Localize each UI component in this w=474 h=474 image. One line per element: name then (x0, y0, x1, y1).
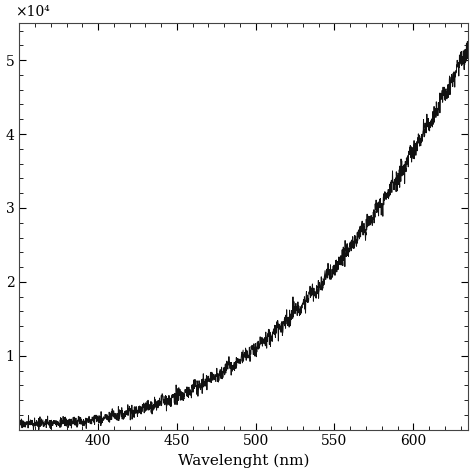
X-axis label: Wavelenght (nm): Wavelenght (nm) (178, 454, 310, 468)
Text: ×10⁴: ×10⁴ (15, 5, 50, 19)
